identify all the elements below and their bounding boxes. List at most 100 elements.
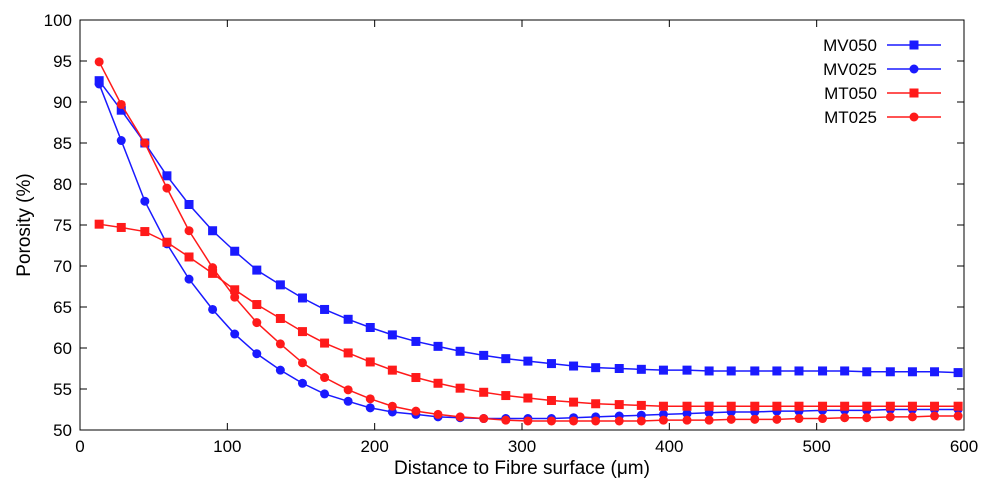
data-point-mt025 [591, 416, 601, 426]
x-tick-label: 300 [508, 437, 536, 456]
data-point-mv050 [455, 346, 465, 356]
legend: MV050 MV025 MT050 MT025 [823, 36, 941, 127]
data-point-mt050 [569, 397, 579, 407]
data-point-mt050 [140, 227, 150, 237]
data-point-mt050 [862, 401, 872, 411]
data-point-mv050 [252, 265, 262, 275]
data-point-mv050 [907, 367, 917, 377]
y-tick-label: 70 [53, 257, 72, 276]
data-point-mt025 [501, 415, 511, 425]
data-point-mt050 [184, 252, 194, 262]
axis-ticks: 0 100 200 300 400 500 600 50 55 60 65 70 75 80 85 90 95 1… [44, 11, 979, 456]
data-point-mt050 [94, 219, 104, 229]
data-point-mv050 [885, 367, 895, 377]
data-point-mt050 [885, 401, 895, 411]
data-point-mt050 [772, 401, 782, 411]
data-point-mt050 [953, 401, 963, 411]
data-point-mv050 [116, 105, 126, 115]
data-point-mv050 [208, 226, 218, 236]
data-point-mt050 [614, 400, 624, 410]
data-point-mt050 [591, 399, 601, 409]
data-point-mv025 [682, 409, 692, 419]
data-point-mt050 [840, 401, 850, 411]
data-point-mt050 [704, 401, 714, 411]
x-tick-label: 100 [213, 437, 241, 456]
data-point-mt025 [252, 318, 262, 328]
data-point-mt025 [569, 416, 579, 426]
y-tick-label: 75 [53, 216, 72, 235]
data-point-mv025 [184, 274, 194, 284]
data-point-mv050 [682, 365, 692, 375]
data-point-mv025 [275, 365, 285, 375]
data-point-mt050 [275, 313, 285, 323]
data-point-mv050 [230, 246, 240, 256]
y-tick-label: 90 [53, 93, 72, 112]
data-point-mv050 [704, 366, 714, 376]
data-point-mv050 [365, 323, 375, 332]
data-point-mt025 [704, 415, 714, 425]
data-point-mv050 [930, 367, 940, 377]
data-point-mt050 [930, 401, 940, 411]
data-point-mv050 [523, 356, 533, 366]
data-point-mv050 [750, 366, 760, 376]
x-tick-label: 400 [655, 437, 683, 456]
data-point-mt050 [252, 300, 262, 310]
data-point-mv050 [794, 366, 804, 376]
legend-label: MV050 [823, 36, 877, 55]
data-point-mt025 [818, 414, 828, 424]
y-tick-label: 65 [53, 298, 72, 317]
data-point-mv050 [433, 341, 443, 351]
data-point-mt050 [365, 357, 375, 367]
data-point-mt050 [162, 237, 172, 247]
legend-marker [909, 112, 919, 122]
data-point-mt050 [433, 378, 443, 388]
x-tick-label: 500 [802, 437, 830, 456]
data-point-mt025 [750, 414, 760, 424]
data-point-mv050 [726, 366, 736, 376]
series-line-mt050 [99, 223, 959, 407]
data-point-mt025 [479, 414, 489, 424]
data-point-mt025 [658, 415, 668, 425]
data-point-mt050 [230, 285, 240, 295]
data-point-mv025 [230, 329, 240, 339]
data-point-mv050 [591, 363, 601, 373]
data-point-mt025 [840, 413, 850, 423]
y-tick-label: 100 [44, 11, 72, 30]
data-point-mt025 [275, 339, 285, 349]
data-point-mv025 [252, 349, 262, 359]
data-point-mt025 [953, 411, 963, 421]
x-tick-label: 600 [950, 437, 978, 456]
data-point-mv050 [818, 366, 828, 376]
data-point-mt025 [230, 292, 240, 302]
data-point-mv050 [411, 336, 421, 346]
y-tick-label: 55 [53, 380, 72, 399]
data-point-mt050 [343, 348, 353, 358]
series-mt025 [94, 57, 963, 426]
legend-item-mt025: MT025 [824, 108, 941, 127]
data-point-mt025 [343, 385, 353, 395]
data-point-mt050 [907, 401, 917, 411]
data-point-mv050 [297, 293, 307, 303]
legend-item-mv050: MV050 [823, 36, 941, 55]
plot-frame [79, 19, 965, 431]
data-point-mt050 [320, 338, 330, 348]
data-point-mt025 [208, 263, 218, 273]
x-tick-label: 200 [360, 437, 388, 456]
legend-marker [909, 88, 919, 98]
data-point-mv050 [320, 304, 330, 314]
data-point-mt050 [208, 268, 218, 278]
data-point-mt050 [818, 401, 828, 411]
data-point-mt025 [885, 412, 895, 422]
data-point-mt025 [162, 183, 172, 193]
data-point-mt050 [682, 401, 692, 411]
data-point-mv050 [479, 350, 489, 360]
data-point-mt050 [116, 222, 126, 232]
data-point-mv050 [772, 366, 782, 376]
data-point-mv050 [184, 200, 194, 209]
data-point-mt025 [116, 99, 126, 109]
data-point-mv025 [297, 378, 307, 388]
x-axis-label: Distance to Fibre surface (μm) [394, 458, 650, 479]
data-point-mt025 [365, 394, 375, 404]
data-point-mt025 [320, 373, 330, 383]
